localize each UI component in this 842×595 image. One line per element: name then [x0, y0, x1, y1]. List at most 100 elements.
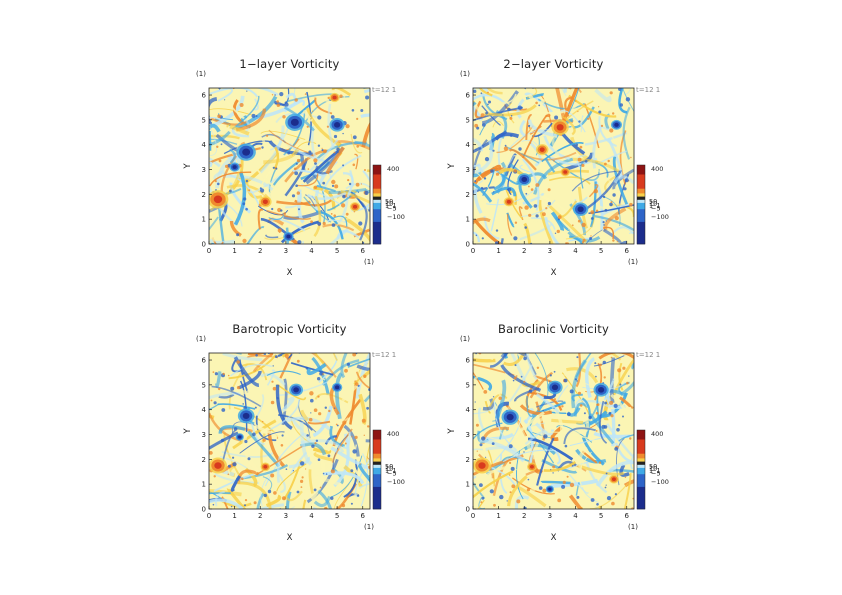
speckle	[624, 178, 629, 183]
filament	[231, 386, 251, 395]
filament	[485, 466, 510, 477]
speckle	[595, 209, 599, 212]
filament	[473, 422, 503, 441]
filament	[281, 353, 293, 358]
positive-vortex	[260, 462, 271, 472]
filament	[473, 407, 496, 415]
negative-vortex	[501, 409, 519, 425]
speckle	[554, 115, 559, 120]
speckle	[632, 497, 634, 500]
speckle	[542, 409, 544, 412]
speckle	[342, 420, 347, 425]
speckle	[473, 89, 477, 93]
speckle	[609, 128, 614, 133]
speckle	[518, 147, 522, 151]
filament	[345, 182, 370, 190]
speckle	[575, 143, 579, 147]
filament	[474, 139, 494, 174]
speckle	[322, 472, 325, 475]
colorbar-label: −100	[387, 213, 405, 221]
speckle	[490, 169, 494, 173]
x-tick-label: 4	[309, 512, 314, 520]
speckle	[527, 478, 530, 481]
positive-vortex	[209, 457, 227, 474]
speckle	[295, 184, 298, 187]
filament	[217, 88, 233, 102]
filament	[276, 456, 282, 483]
filament	[568, 494, 584, 509]
speckle	[605, 484, 607, 486]
speckle	[609, 202, 613, 207]
speckle	[525, 192, 528, 195]
speckle	[285, 468, 288, 470]
speckle	[590, 217, 594, 220]
speckle	[616, 428, 620, 432]
filament	[209, 403, 220, 411]
vorticity-chart: 2−layer Vorticity (1) t=12 1 0 1 2 3 4 5 6 0 1 2 3 4 5 6…	[447, 57, 669, 278]
colorbar-segment	[373, 439, 381, 454]
y-tick-label: 2	[466, 191, 470, 199]
filament	[599, 150, 627, 164]
filament	[304, 194, 316, 208]
y-tick-label: 2	[202, 191, 206, 199]
speckle	[310, 398, 314, 403]
filament	[567, 88, 580, 115]
speckle	[333, 214, 336, 217]
filament	[217, 88, 222, 90]
speckle	[513, 236, 518, 241]
speckle	[489, 489, 494, 494]
filament	[543, 461, 577, 472]
filament	[301, 183, 342, 206]
speckle	[596, 503, 599, 506]
speckle	[578, 120, 581, 123]
filament	[581, 450, 598, 464]
speckle	[365, 95, 370, 100]
positive-vortex	[609, 474, 619, 484]
speckle	[590, 235, 592, 237]
filament	[293, 88, 296, 96]
speckle	[588, 415, 592, 420]
speckle	[351, 109, 355, 112]
speckle	[304, 93, 307, 95]
x-tick-label: 2	[522, 247, 526, 255]
speckle	[480, 92, 483, 95]
speckle	[324, 506, 328, 509]
speckle	[507, 107, 511, 112]
negative-vortex	[593, 383, 609, 397]
colorbar-segment	[637, 458, 645, 462]
speckle	[553, 370, 556, 373]
speckle	[347, 179, 350, 182]
speckle	[556, 229, 560, 234]
speckle	[595, 375, 597, 378]
filament	[313, 353, 327, 367]
filament	[623, 88, 632, 96]
speckle	[614, 447, 619, 451]
colorbar-label: 10	[649, 465, 657, 473]
speckle	[366, 406, 369, 410]
speckle	[341, 503, 346, 508]
filament	[564, 96, 573, 117]
filament	[501, 93, 517, 104]
colorbar-label: −1	[387, 202, 397, 210]
filament	[477, 499, 485, 509]
positive-vortex	[503, 197, 515, 207]
speckle	[526, 488, 530, 492]
x-tick-label: 6	[625, 512, 630, 520]
speckle	[356, 145, 359, 148]
negative-vortex	[331, 382, 343, 392]
speckle	[603, 376, 606, 379]
filament	[300, 439, 345, 454]
speckle	[481, 436, 486, 441]
speckle	[218, 159, 222, 163]
y-tick-label: 6	[466, 357, 471, 365]
speckle	[281, 434, 284, 437]
speckle	[554, 398, 556, 401]
speckle	[508, 444, 513, 449]
speckle	[619, 383, 622, 386]
speckle	[342, 132, 344, 135]
speckle	[590, 498, 595, 502]
filament	[257, 205, 289, 216]
speckle	[528, 213, 532, 217]
speckle	[508, 474, 511, 476]
speckle	[322, 221, 326, 226]
